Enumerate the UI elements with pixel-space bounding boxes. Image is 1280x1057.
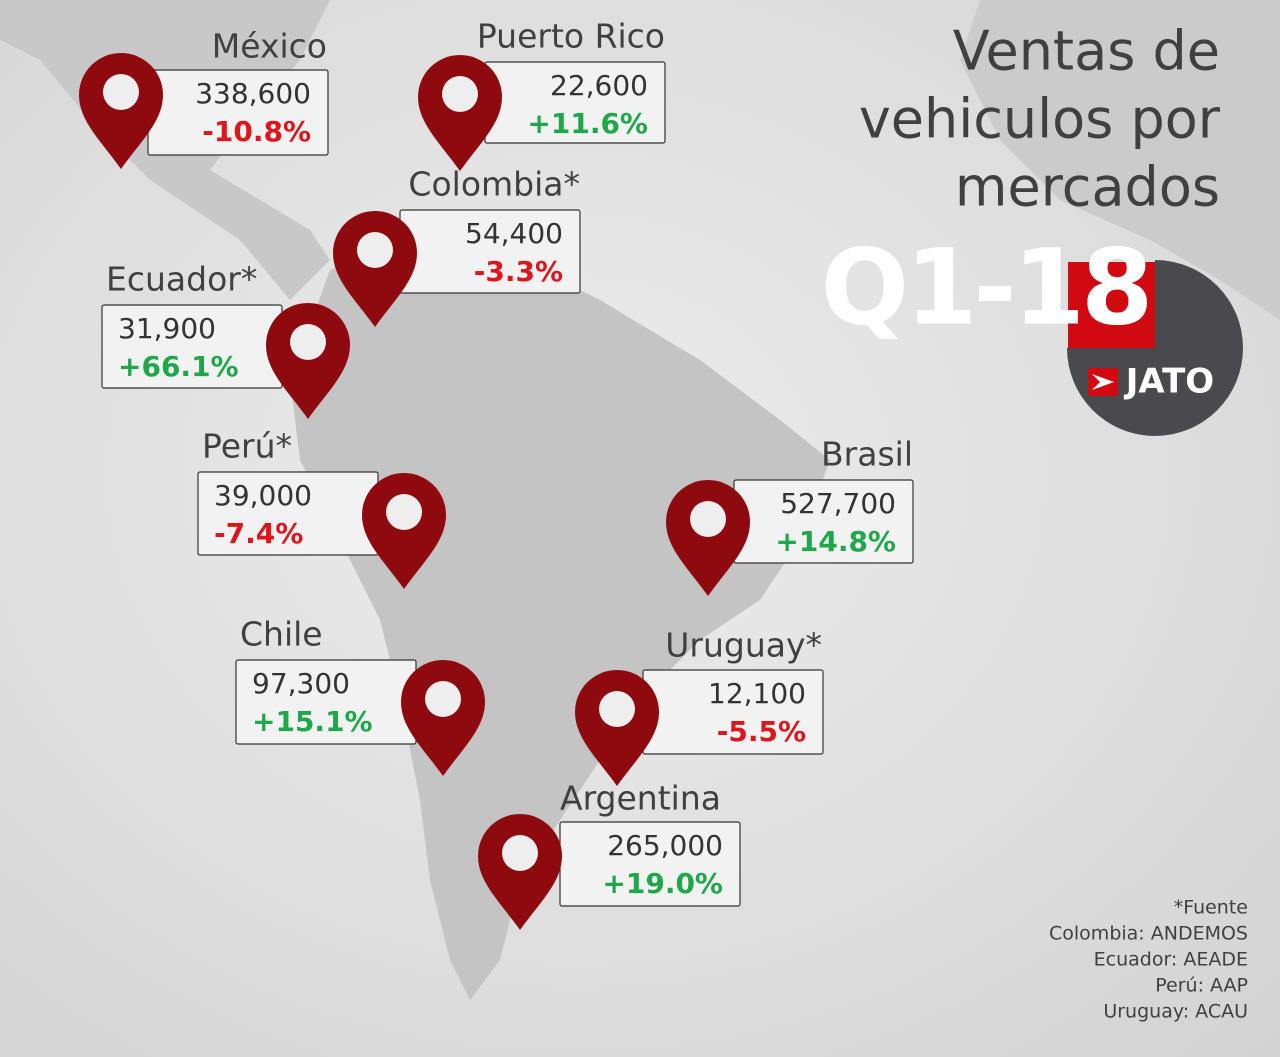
title-line: Ventas de [953, 20, 1220, 83]
logo: JATO [1124, 362, 1214, 402]
pin-hole [103, 74, 139, 110]
market-sales: 97,300 [252, 667, 350, 700]
market-name: Perú* [202, 427, 292, 466]
market-name: Argentina [560, 779, 721, 818]
market-sales: 527,700 [780, 487, 896, 520]
market-name: Uruguay* [665, 626, 822, 665]
market-change: -5.5% [717, 715, 806, 748]
pin-hole [690, 501, 726, 537]
pin-hole [442, 76, 478, 112]
market-sales: 31,900 [118, 312, 216, 345]
pin-hole [502, 835, 538, 871]
pin-hole [599, 691, 635, 727]
footnote-source: Ecuador: AEADE [1094, 949, 1248, 971]
market-sales: 12,100 [708, 677, 806, 710]
title-line: vehiculos por [859, 88, 1221, 151]
market-change: +11.6% [527, 107, 648, 140]
market-name: Puerto Rico [477, 17, 665, 56]
pin-hole [386, 494, 422, 530]
pin-hole [425, 681, 461, 717]
land-south-america [290, 240, 830, 1000]
market-sales: 39,000 [214, 479, 312, 512]
footnote-source: Colombia: ANDEMOS [1049, 923, 1248, 945]
pin [478, 814, 562, 930]
pin [666, 480, 750, 596]
market-change: +14.8% [775, 525, 896, 558]
period: Q1-18 [821, 226, 1150, 348]
logo-arrow [1092, 374, 1114, 390]
market-change: -10.8% [202, 115, 311, 148]
pin [418, 55, 502, 171]
market-name: Chile [240, 615, 323, 654]
footnote-source: Perú: AAP [1155, 975, 1248, 997]
pin [575, 670, 659, 786]
pin [266, 302, 351, 419]
markets: México 338,600 -10.8% Puerto Rico 22,600 +11.… [79, 17, 914, 930]
market-sales: 22,600 [550, 69, 648, 102]
footnote-source: Uruguay: ACAU [1103, 1001, 1248, 1023]
footnote-title: *Fuente [1174, 897, 1248, 919]
pin-hole [290, 324, 326, 360]
pin [333, 211, 417, 327]
market-change: +66.1% [118, 350, 239, 383]
title-line: mercados [955, 156, 1220, 219]
pin [401, 660, 485, 776]
market-sales: 338,600 [195, 77, 311, 110]
market-change: +19.0% [602, 867, 723, 900]
pin-hole [357, 232, 393, 268]
footnote: *Fuente Colombia: ANDEMOS Ecuador: AEADE Pe… [1049, 897, 1248, 1023]
market-change: +15.1% [252, 705, 373, 738]
market-sales: 265,000 [607, 829, 723, 862]
badge-red [1068, 262, 1156, 348]
market-name: Colombia* [408, 165, 580, 204]
pin [362, 473, 446, 589]
market-name: Ecuador* [106, 260, 257, 299]
market-name: México [212, 27, 327, 66]
market-change: -3.3% [474, 255, 563, 288]
market-sales: 54,400 [465, 217, 563, 250]
land-africa [960, 0, 1280, 320]
market-change: -7.4% [214, 517, 303, 550]
market-name: Brasil [821, 435, 913, 474]
pin [79, 53, 163, 169]
